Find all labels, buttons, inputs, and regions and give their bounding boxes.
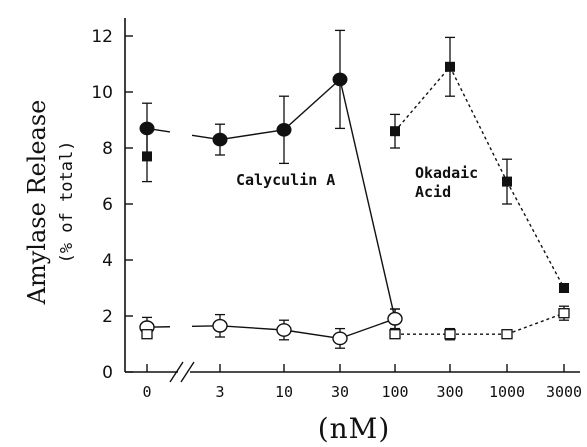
- series-okadaic-acid-control: [141, 305, 570, 341]
- series-line-segment: [339, 79, 396, 319]
- x-tick-label: 30: [331, 383, 349, 401]
- y-tick-label: 10: [91, 83, 113, 103]
- data-point-open-circle: [387, 311, 403, 326]
- data-point-filled-square: [142, 151, 152, 162]
- annotation-calyculin-a: Calyculin A: [236, 171, 335, 189]
- x-axis-ticks: 0 3 10 30 100 300 1000 3000: [142, 364, 582, 401]
- series-calyculin-a-control: [139, 308, 403, 349]
- data-point-filled-square: [559, 283, 569, 293]
- axes: [124, 18, 580, 383]
- y-axis-units-label: (% of total): [57, 141, 77, 264]
- x-tick-label: 3000: [546, 383, 582, 401]
- data-point-filled-square: [390, 126, 400, 137]
- y-tick-label: 8: [102, 139, 113, 159]
- y-tick-label: 6: [102, 195, 113, 215]
- data-point-open-circle: [276, 323, 292, 337]
- series-line-segment: [283, 329, 341, 340]
- y-tick-label: 12: [91, 27, 113, 47]
- x-tick-label: 10: [275, 383, 293, 401]
- series-line-segment: [506, 181, 565, 289]
- data-point-filled-circle: [332, 72, 348, 87]
- series-line-segment: [219, 129, 285, 141]
- series-line-segment: [394, 66, 451, 132]
- x-tick-label: 1000: [489, 383, 525, 401]
- series-okadaic-acid: [142, 36, 569, 293]
- data-point-open-square: [558, 308, 570, 319]
- x-tick-label: 300: [436, 383, 463, 401]
- series-layer: [139, 29, 570, 349]
- y-tick-label: 4: [102, 251, 113, 271]
- y-tick-label: 0: [102, 363, 113, 383]
- annotation-okadaic: Okadaic: [415, 164, 478, 182]
- series-line-segment: [219, 325, 285, 331]
- y-axis-label: Amylase Release: [23, 100, 51, 306]
- data-point-open-square: [389, 329, 401, 340]
- data-point-filled-square: [445, 61, 455, 72]
- series-line-segment: [339, 318, 396, 340]
- x-tick-label: 3: [215, 383, 224, 401]
- x-axis-break-mark: [169, 361, 184, 383]
- x-tick-label: 0: [142, 383, 151, 401]
- annotation-acid: Acid: [415, 183, 451, 201]
- x-axis-break-mark: [180, 361, 195, 383]
- data-point-open-square: [141, 329, 153, 340]
- x-tick-label: 100: [381, 383, 408, 401]
- data-point-filled-circle: [212, 132, 228, 147]
- data-point-filled-circle: [276, 123, 292, 137]
- data-point-open-circle: [332, 331, 348, 346]
- series-line-segment: [506, 312, 565, 335]
- series-line-segment: [283, 78, 341, 131]
- data-point-open-circle: [212, 318, 228, 333]
- y-tick-label: 2: [102, 307, 113, 327]
- data-point-filled-square: [502, 176, 512, 187]
- data-point-open-square: [501, 329, 513, 340]
- y-axis-ticks: 0 2 4 6 8 10 12: [91, 27, 133, 383]
- x-axis-label: (nM): [318, 412, 391, 445]
- data-point-open-square: [444, 329, 456, 340]
